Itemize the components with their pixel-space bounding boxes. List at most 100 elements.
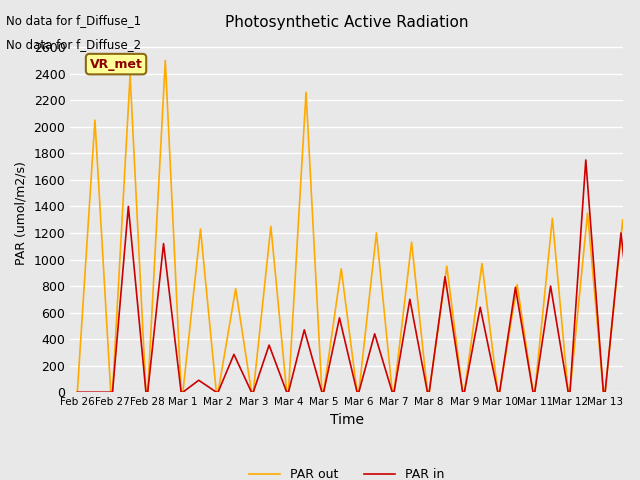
PAR out xyxy=(196,226,204,232)
PAR in xyxy=(531,389,539,395)
PAR out xyxy=(584,210,591,216)
PAR in xyxy=(406,297,413,302)
PAR in xyxy=(107,389,115,395)
PAR in xyxy=(602,389,609,395)
PAR in xyxy=(214,389,222,395)
Text: VR_met: VR_met xyxy=(90,58,143,71)
Text: No data for f_Diffuse_1: No data for f_Diffuse_1 xyxy=(6,14,141,27)
PAR out xyxy=(126,72,134,78)
PAR out xyxy=(179,389,187,395)
PAR out xyxy=(285,389,292,395)
PAR in xyxy=(144,389,152,395)
PAR in xyxy=(635,389,640,395)
PAR out xyxy=(424,389,431,395)
PAR out xyxy=(302,89,310,95)
PAR in xyxy=(335,315,343,321)
PAR out xyxy=(320,389,328,395)
PAR in xyxy=(74,389,81,395)
PAR out xyxy=(478,261,486,266)
PAR in xyxy=(496,389,504,395)
PAR out xyxy=(635,389,640,395)
PAR in xyxy=(564,389,572,395)
PAR in xyxy=(177,389,185,395)
PAR out xyxy=(283,389,291,395)
PAR out xyxy=(74,389,81,395)
PAR out xyxy=(529,389,537,395)
PAR in xyxy=(547,283,554,289)
PAR out xyxy=(177,389,185,395)
PAR in xyxy=(248,389,255,395)
PAR out xyxy=(619,217,627,223)
PAR in xyxy=(265,342,273,348)
PAR in xyxy=(109,389,116,395)
PAR in xyxy=(441,274,449,280)
PAR in xyxy=(459,389,467,395)
PAR in xyxy=(142,389,150,395)
PAR in xyxy=(617,230,625,236)
PAR in xyxy=(212,389,220,395)
PAR out xyxy=(461,389,468,395)
PAR out xyxy=(513,282,521,288)
PAR out xyxy=(107,389,115,395)
PAR in xyxy=(300,327,308,333)
PAR out xyxy=(91,117,99,123)
PAR out xyxy=(426,389,433,395)
PAR in xyxy=(461,389,468,395)
X-axis label: Time: Time xyxy=(330,413,364,427)
PAR out xyxy=(355,389,363,395)
PAR in xyxy=(426,389,433,395)
PAR out xyxy=(144,389,152,395)
PAR in xyxy=(355,389,363,395)
PAR out xyxy=(372,230,380,236)
PAR out xyxy=(531,389,539,395)
PAR in xyxy=(476,304,484,310)
PAR in xyxy=(320,389,328,395)
PAR out xyxy=(250,389,257,395)
PAR out xyxy=(459,389,467,395)
PAR out xyxy=(496,389,504,395)
PAR in xyxy=(582,157,589,163)
PAR in xyxy=(230,351,237,357)
PAR out xyxy=(212,389,220,395)
PAR out xyxy=(267,224,275,229)
Legend: PAR out, PAR in: PAR out, PAR in xyxy=(244,463,449,480)
PAR out xyxy=(388,389,396,395)
PAR in xyxy=(424,389,431,395)
Line: PAR in: PAR in xyxy=(77,160,639,392)
PAR in xyxy=(160,240,168,246)
PAR out xyxy=(353,389,361,395)
PAR in xyxy=(600,389,607,395)
PAR in xyxy=(318,389,326,395)
PAR out xyxy=(142,389,150,395)
PAR in xyxy=(285,389,292,395)
PAR in xyxy=(494,389,502,395)
PAR in xyxy=(388,389,396,395)
PAR out xyxy=(600,389,607,395)
Title: Photosynthetic Active Radiation: Photosynthetic Active Radiation xyxy=(225,15,468,30)
Y-axis label: PAR (umol/m2/s): PAR (umol/m2/s) xyxy=(15,161,28,265)
PAR out xyxy=(494,389,502,395)
PAR in xyxy=(250,389,257,395)
PAR out xyxy=(161,58,169,63)
Text: No data for f_Diffuse_2: No data for f_Diffuse_2 xyxy=(6,38,141,51)
PAR out xyxy=(232,286,239,291)
PAR out xyxy=(443,263,451,269)
PAR out xyxy=(248,389,255,395)
PAR out xyxy=(408,240,415,245)
PAR in xyxy=(566,389,574,395)
PAR out xyxy=(566,389,574,395)
Line: PAR out: PAR out xyxy=(77,60,639,392)
PAR in xyxy=(90,389,97,395)
PAR out xyxy=(318,389,326,395)
PAR in xyxy=(195,377,203,383)
PAR out xyxy=(390,389,398,395)
PAR out xyxy=(548,216,556,221)
PAR out xyxy=(602,389,609,395)
PAR out xyxy=(109,389,116,395)
PAR out xyxy=(214,389,222,395)
PAR in xyxy=(529,389,537,395)
PAR in xyxy=(390,389,398,395)
PAR in xyxy=(371,331,378,336)
PAR in xyxy=(179,389,187,395)
PAR out xyxy=(564,389,572,395)
